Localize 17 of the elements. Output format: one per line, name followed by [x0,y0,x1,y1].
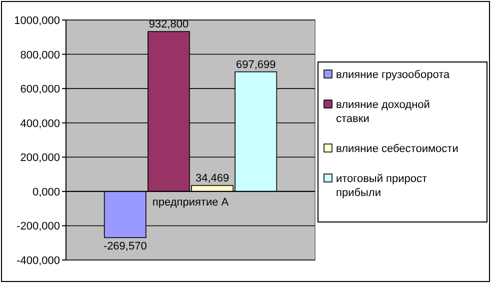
y-tick-label: 400,000 [20,118,60,130]
legend-label: итоговый прирост прибыли [336,173,428,199]
y-tick-label: 200,000 [20,152,60,164]
x-tick-label: предприятие А [152,196,230,208]
y-tick-label: 0,000 [32,186,60,198]
text: 34,469 [195,172,230,185]
text: -269,570 [103,240,147,253]
legend-label: влияние грузооборота [336,69,450,81]
y-tick-label: -200,000 [16,220,60,233]
text: 932,800 [148,18,189,31]
y-tick-label: 800,000 [20,49,60,62]
text: 697,699 [236,58,276,71]
y-tick-label: 1000,000 [14,15,60,27]
legend-label: влияние доходной ставки [336,99,430,125]
legend-label: влияние себестоимости [336,143,458,155]
y-tick-label: 600,000 [20,84,60,96]
y-tick-label: -400,000 [16,255,60,267]
